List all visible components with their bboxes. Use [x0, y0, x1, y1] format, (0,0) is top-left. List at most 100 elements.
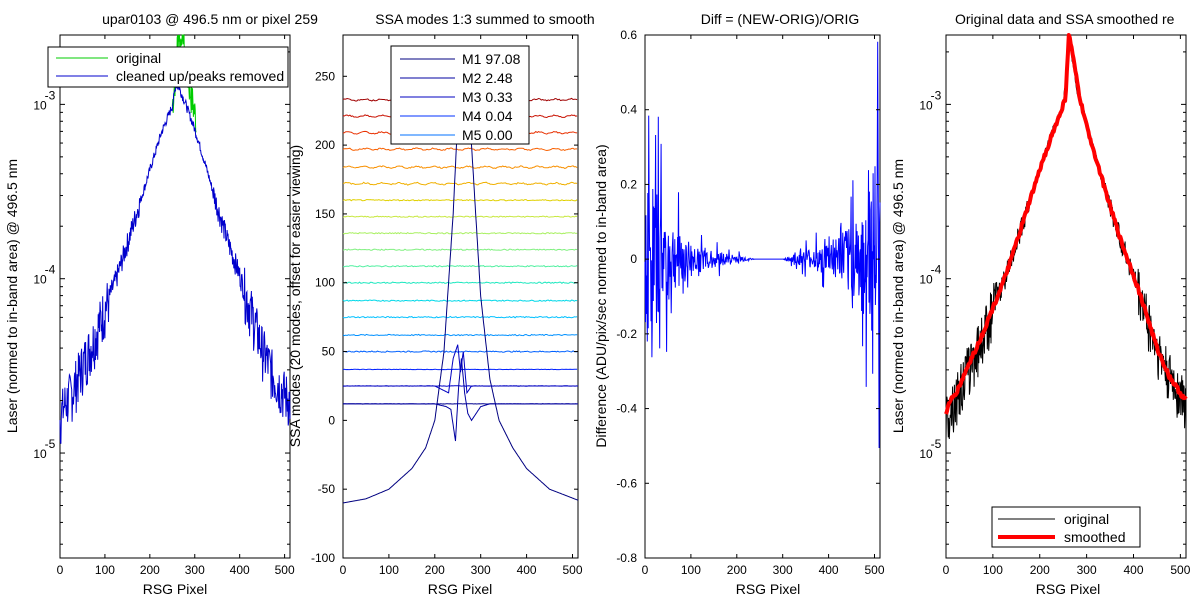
x-tick-label: 300	[1077, 563, 1097, 577]
y-tick-label-exponent: -5	[931, 437, 942, 451]
panel-1-legend-box	[47, 46, 289, 88]
ssa-mode-line	[342, 231, 578, 235]
x-tick-label: 300	[773, 563, 793, 577]
x-tick-label: 400	[819, 563, 839, 577]
legend-label-mode: M3 0.33	[462, 89, 513, 105]
ssa-mode-line	[342, 147, 578, 152]
y-tick-label: 150	[315, 207, 335, 221]
y-tick-label-base: 10	[919, 447, 933, 461]
y-tick-label: -0.8	[616, 551, 637, 565]
y-tick-label: -0.4	[616, 402, 637, 416]
ssa-mode3-line	[343, 344, 578, 395]
panel-3-diff: Diff = (NEW-ORIG)/ORIG 0 100 200 300 400 500 …	[593, 11, 885, 597]
x-tick-label: 100	[681, 563, 701, 577]
ssa-mode-line	[342, 333, 578, 337]
panel-1-legend: original cleaned up/peaks removed	[47, 46, 289, 88]
y-tick-label: 0.6	[620, 28, 637, 42]
y-tick-label-exponent: -4	[45, 263, 56, 277]
panel-4-legend-box	[991, 506, 1141, 548]
x-tick-label: 300	[471, 563, 491, 577]
y-tick-label: -0.2	[616, 327, 637, 341]
ssa-mode-line	[342, 299, 578, 302]
panel-3-title: Diff = (NEW-ORIG)/ORIG	[701, 11, 860, 27]
ssa-mode-line	[342, 315, 578, 319]
panel-1-axes-box	[59, 34, 291, 559]
panel-3-y-ticks: -0.8 -0.6 -0.4 -0.2 0 0.2 0.4 0.6	[616, 28, 880, 565]
y-tick-label: 50	[322, 345, 336, 359]
panel-2-x-ticks: 0 100 200 300 400 500	[340, 35, 583, 577]
x-tick-label: 500	[864, 563, 884, 577]
ssa-mode-line	[342, 199, 578, 202]
panel-2-ssa-modes: SSA modes 1:3 summed to smooth 0 100 200 30…	[287, 11, 595, 597]
panel-4-y-label: Laser (normed to in-band area) @ 496.5 n…	[890, 159, 906, 433]
ssa-mode-line	[343, 281, 578, 284]
panel-4-x-ticks: 0 100 200 300 400 500	[943, 35, 1191, 577]
y-tick-label: -0.6	[616, 476, 637, 490]
y-tick-label: 100	[315, 276, 335, 290]
panel-1-x-label: RSG Pixel	[143, 581, 208, 597]
y-tick-label: 250	[315, 69, 335, 83]
x-tick-label: 200	[727, 563, 747, 577]
y-tick-label-base: 10	[33, 98, 47, 112]
legend-label-smoothed: smoothed	[1064, 529, 1125, 545]
legend-label-original: original	[116, 50, 161, 66]
ssa-mode-line	[342, 248, 578, 251]
panel-2-legend-box	[390, 45, 530, 145]
ssa-mode-line	[343, 265, 578, 268]
panel-4-title: Original data and SSA smoothed re	[955, 11, 1175, 27]
legend-label-mode: M4 0.04	[462, 108, 513, 124]
y-tick-label: 0	[328, 413, 335, 427]
panel-1-x-ticks: 0 100 200 300 400 500	[57, 35, 295, 577]
panel-1-original-vs-cleaned: upar0103 @ 496.5 nm or pixel 259 0 100 200…	[4, 11, 318, 597]
y-tick-label-exponent: -3	[931, 88, 942, 102]
legend-label-cleaned: cleaned up/peaks removed	[116, 68, 284, 84]
panel-3-y-label: Difference (ADU/pix/sec normed to in-ban…	[593, 144, 609, 447]
series-smoothed-line	[944, 33, 1188, 415]
y-tick-label: -100	[311, 551, 335, 565]
x-tick-label: 100	[379, 563, 399, 577]
legend-label-mode: M5 0.00	[462, 127, 513, 143]
panel-4-axes-box	[945, 34, 1187, 559]
y-tick-label-base: 10	[919, 98, 933, 112]
panel-3-x-label: RSG Pixel	[736, 581, 801, 597]
x-tick-label: 500	[562, 563, 582, 577]
x-tick-label: 300	[185, 563, 205, 577]
panel-2-x-label: RSG Pixel	[428, 581, 493, 597]
panel-1-y-ticks: 10-310-410-5	[33, 51, 290, 545]
legend-label-mode: M1 97.08	[462, 51, 521, 67]
x-tick-label: 100	[95, 563, 115, 577]
y-tick-label-base: 10	[33, 273, 47, 287]
panel-4-y-ticks: 10-310-410-5	[919, 51, 1186, 545]
x-tick-label: 0	[57, 563, 64, 577]
panel-1-y-label: Laser (normed to in-band area) @ 496.5 n…	[4, 159, 20, 433]
y-tick-label: 200	[315, 138, 335, 152]
y-tick-label-base: 10	[33, 447, 47, 461]
x-tick-label: 200	[1030, 563, 1050, 577]
x-tick-label: 0	[340, 563, 347, 577]
panel-3-x-ticks: 0 100 200 300 400 500	[642, 35, 885, 577]
x-tick-label: 400	[230, 563, 250, 577]
ssa-mode-line	[342, 350, 578, 353]
y-tick-label: 0	[630, 252, 637, 266]
legend-label-original: original	[1064, 511, 1109, 527]
panel-4-x-label: RSG Pixel	[1036, 581, 1101, 597]
panel-2-y-label: SSA modes (20 modes, offset for easier v…	[287, 145, 303, 447]
panel-2-legend: M1 97.08 M2 2.48 M3 0.33 M4 0.04 M5 0.00	[390, 45, 530, 145]
x-tick-label: 200	[425, 563, 445, 577]
ssa-mode-line	[342, 215, 578, 218]
panel-3-data	[644, 41, 881, 449]
panel-2-y-ticks: -100 -50 0 50 100 150 200 250	[311, 69, 578, 565]
y-tick-label: 0.2	[620, 177, 637, 191]
panel-3-axes-box	[644, 34, 881, 559]
y-tick-label-exponent: -4	[931, 263, 942, 277]
ssa-mode-line	[342, 165, 578, 170]
panel-4-data	[944, 33, 1188, 441]
y-tick-label-exponent: -5	[45, 437, 56, 451]
panel-1-title: upar0103 @ 496.5 nm or pixel 259	[102, 11, 318, 27]
y-tick-label: -50	[318, 482, 336, 496]
series-cleaned-line	[59, 84, 291, 444]
diff-line	[644, 41, 881, 449]
x-tick-label: 200	[140, 563, 160, 577]
panel-4-original-and-smoothed: Original data and SSA smoothed re 0 100 20…	[890, 11, 1191, 597]
x-tick-label: 0	[642, 563, 649, 577]
